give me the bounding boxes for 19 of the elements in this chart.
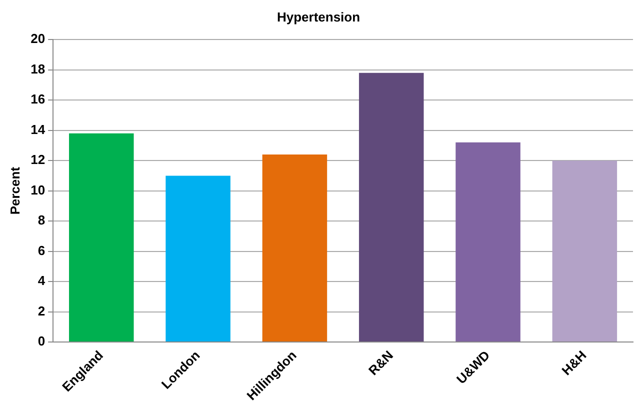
y-tick-label: 16 (30, 92, 46, 107)
y-tick-label: 6 (38, 242, 46, 258)
bar (358, 72, 424, 342)
y-tick-label: 2 (38, 303, 46, 318)
y-axis-title: Percent (7, 166, 22, 215)
y-tick-label: 20 (30, 31, 46, 46)
bar (69, 133, 134, 342)
y-tick-label: 0 (38, 334, 46, 349)
bar (552, 160, 618, 342)
y-tick-label: 10 (30, 182, 46, 198)
y-tick-label: 12 (30, 152, 46, 168)
y-tick-label: 8 (38, 212, 46, 228)
y-tick-label: 4 (38, 273, 46, 288)
chart-title: Hypertension (276, 9, 360, 24)
y-tick-label: 14 (30, 122, 46, 137)
bar (262, 154, 328, 342)
bar (456, 142, 520, 342)
y-tick-label: 18 (30, 61, 46, 76)
bar (166, 176, 230, 342)
